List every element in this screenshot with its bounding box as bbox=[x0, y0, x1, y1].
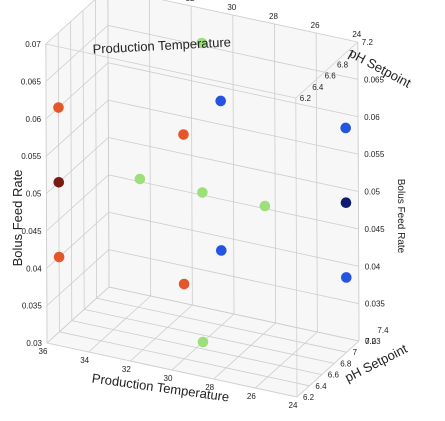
x-tick-label: 26 bbox=[311, 21, 320, 30]
z-axis-title-right: Bolus Feed Rate bbox=[395, 179, 406, 254]
z-tick-label: 0.06 bbox=[26, 115, 42, 124]
y-tick-label: 6.4 bbox=[315, 382, 327, 391]
grid-line-z-back bbox=[108, 137, 359, 192]
data-point bbox=[197, 336, 209, 348]
x-tick-label: 24 bbox=[352, 30, 361, 39]
z-axis-title-left: Bolus Feed Rate bbox=[10, 170, 25, 267]
frame-edge bbox=[46, 342, 298, 398]
data-point bbox=[341, 272, 352, 283]
y-tick-label: 6.2 bbox=[300, 94, 312, 103]
data-points bbox=[53, 37, 352, 348]
z-tick-label: 0.045 bbox=[22, 227, 43, 236]
grid-line-x-floor bbox=[213, 322, 276, 380]
z-tick-label: 0.03 bbox=[365, 337, 381, 346]
grid-line-z-left bbox=[45, 99, 109, 157]
z-tick-label: 0.05 bbox=[364, 188, 380, 197]
y-tick-label: 7.4 bbox=[377, 326, 389, 335]
x-tick-label: 26 bbox=[247, 392, 256, 401]
data-point bbox=[134, 173, 146, 185]
data-point bbox=[215, 95, 226, 107]
y-tick-label: 6.4 bbox=[312, 83, 324, 92]
grid-line-y-floor bbox=[96, 297, 347, 353]
x-tick-label: 30 bbox=[227, 3, 236, 12]
grid-line-z-back bbox=[107, 24, 359, 80]
x-tick-label: 24 bbox=[289, 401, 298, 410]
z-tick-label: 0.065 bbox=[364, 75, 385, 84]
data-point bbox=[259, 200, 271, 212]
data-point bbox=[340, 122, 352, 134]
y-tick-label: 6.8 bbox=[340, 359, 352, 368]
z-tick-label: 0.04 bbox=[365, 262, 381, 271]
grid-line-z-back bbox=[108, 174, 359, 230]
z-tick-label: 0.04 bbox=[26, 264, 42, 273]
grid-line-x-floor bbox=[130, 304, 193, 362]
grid-line-z-left bbox=[46, 286, 110, 344]
gridlines bbox=[45, 0, 360, 398]
z-tick-label: 0.035 bbox=[22, 302, 43, 311]
grid-line-y-floor bbox=[84, 309, 335, 364]
z-tick-label: 0.055 bbox=[21, 152, 42, 161]
y-tick-label: 7 bbox=[349, 49, 354, 58]
x-tick-label: 28 bbox=[269, 12, 278, 21]
grid-line-z-back bbox=[108, 249, 359, 305]
z-tick-label: 0.07 bbox=[25, 40, 41, 49]
z-tick-label: 0.045 bbox=[365, 225, 386, 234]
z-tick-label: 0.05 bbox=[26, 190, 42, 199]
data-point bbox=[216, 245, 227, 256]
data-point bbox=[53, 177, 65, 188]
frame-edge bbox=[45, 43, 296, 99]
grid-line-y-floor bbox=[59, 331, 310, 387]
frame-edge bbox=[45, 43, 48, 344]
frame-edge bbox=[296, 340, 360, 398]
x-tick-label: 34 bbox=[80, 356, 89, 365]
grid-line-z-left bbox=[45, 0, 96, 45]
z-tick-label: 0.03 bbox=[26, 339, 42, 348]
grid-line-z-left bbox=[46, 174, 109, 232]
z-tick-label: 0.06 bbox=[364, 113, 380, 122]
grid-line-y-floor bbox=[71, 320, 322, 375]
grid-line-z-left bbox=[46, 249, 110, 306]
grid-line-z-left bbox=[45, 25, 109, 82]
z-tick-label: 0.035 bbox=[365, 300, 386, 309]
grid-line-x-floor bbox=[255, 331, 318, 389]
y-tick-label: 6.8 bbox=[337, 60, 349, 69]
grid-line-z-back bbox=[108, 62, 359, 118]
data-point bbox=[178, 129, 189, 140]
z-tick-label: 0.065 bbox=[21, 77, 42, 86]
data-point bbox=[196, 37, 208, 49]
frame-edge bbox=[357, 41, 360, 342]
data-point bbox=[178, 278, 190, 290]
x-tick-label: 32 bbox=[186, 0, 195, 3]
y-tick-label: 6.2 bbox=[303, 393, 315, 402]
x-axis-title-top: Production Temperature bbox=[92, 34, 231, 56]
y-tick-label: 7.2 bbox=[365, 337, 377, 346]
grid-line-z-back bbox=[161, 0, 358, 43]
data-point bbox=[197, 187, 208, 198]
x-tick-label: 36 bbox=[39, 347, 48, 356]
frame-edge bbox=[295, 97, 298, 398]
data-point bbox=[53, 102, 64, 113]
y-tick-label: 6.6 bbox=[325, 72, 337, 81]
x-tick-label: 30 bbox=[164, 374, 173, 383]
x-tick-label: 28 bbox=[205, 383, 214, 392]
tick-labels: 36343230282624363432302826246.26.46.66.8… bbox=[21, 0, 389, 410]
grid-line-z-back bbox=[108, 99, 359, 155]
y-tick-label: 7 bbox=[353, 348, 358, 357]
grid-line-x-floor bbox=[88, 295, 151, 353]
y-tick-label: 7.2 bbox=[362, 38, 374, 47]
frame-edge bbox=[295, 41, 359, 99]
y-tick-label: 6.6 bbox=[328, 371, 340, 380]
data-point bbox=[340, 197, 352, 208]
x-tick-label: 32 bbox=[122, 365, 131, 374]
grid-line-z-back bbox=[108, 211, 359, 267]
grid-line-z-back bbox=[108, 286, 360, 342]
z-tick-label: 0.055 bbox=[364, 150, 385, 159]
data-point bbox=[53, 251, 65, 263]
